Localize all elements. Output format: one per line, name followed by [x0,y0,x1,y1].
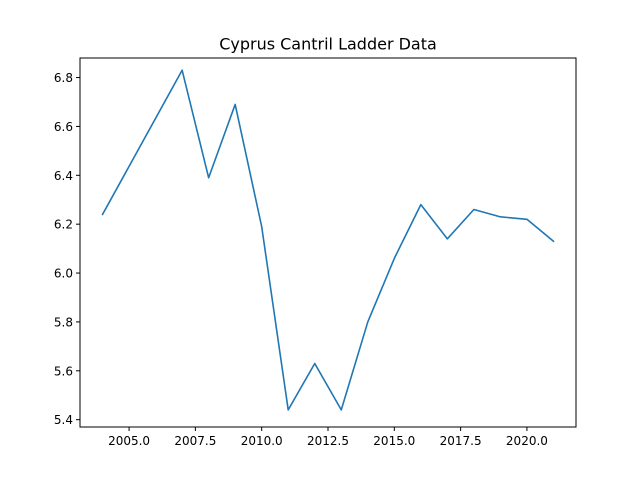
plot-area [101,69,555,411]
y-tick-label: 6.6 [54,120,73,134]
axes: 2005.0 2007.5 2010.0 2012.5 2015.0 2017.5 2020… [54,57,577,448]
x-tick-label: 2007.5 [174,434,216,448]
y-tick-label: 5.8 [54,315,73,329]
y-tick-label: 5.6 [54,364,73,378]
y-tick-label: 6.4 [54,169,73,183]
chart-title: Cyprus Cantril Ladder Data [219,35,437,54]
x-tick-label: 2020.0 [506,434,548,448]
y-tick-label: 5.4 [54,413,73,427]
y-tick-label: 6.8 [54,71,73,85]
x-tick-label: 2017.5 [440,434,482,448]
axes-frame [79,57,577,428]
y-tick-label: 6.2 [54,218,73,232]
x-tick-label: 2015.0 [373,434,415,448]
x-tick-label: 2012.5 [307,434,349,448]
y-tick-label: 6.0 [54,267,73,281]
x-tick-label: 2010.0 [241,434,283,448]
x-tick-label: 2005.0 [108,434,150,448]
series-line-0 [101,69,555,411]
